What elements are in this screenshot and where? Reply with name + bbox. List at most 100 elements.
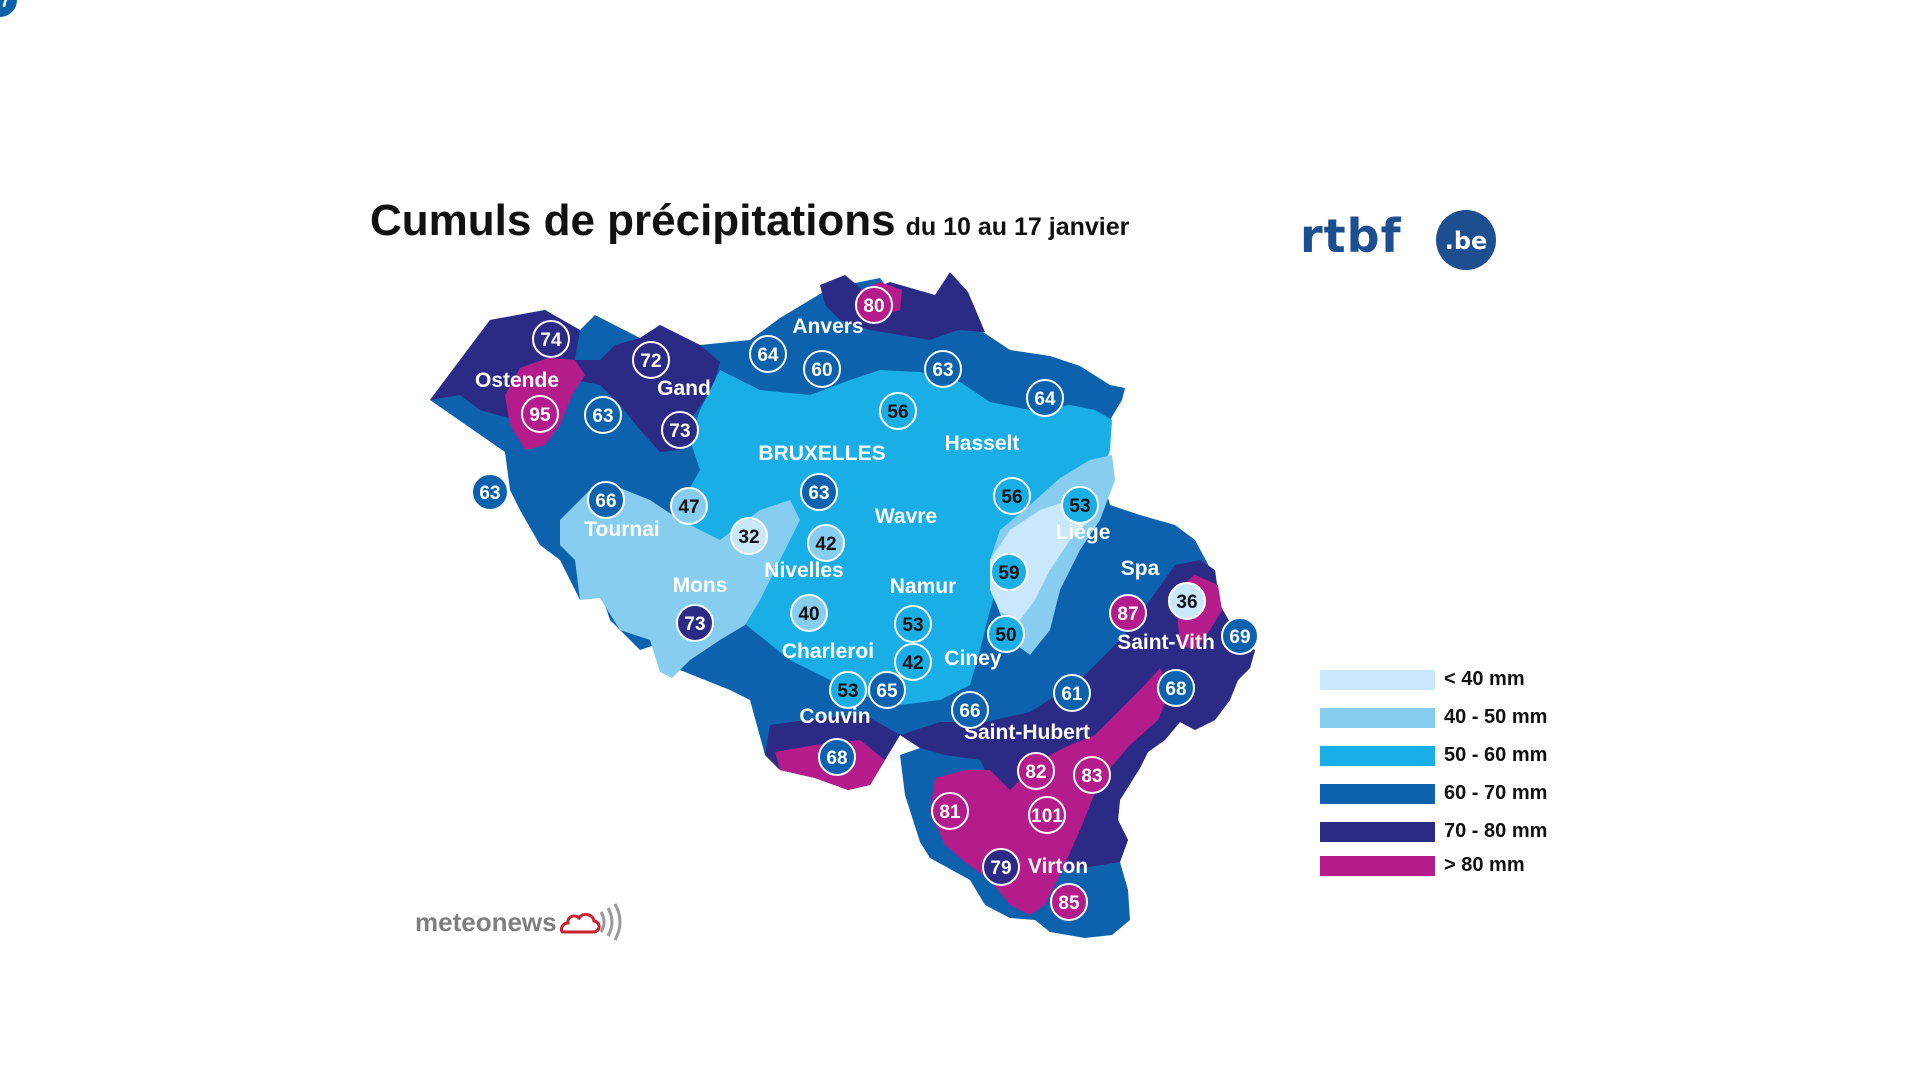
value-label: 73 — [684, 614, 705, 635]
value-marker: 64 — [749, 335, 787, 373]
value-circle — [1053, 674, 1091, 712]
legend-item: < 40 mm — [1320, 668, 1620, 694]
value-circle — [1050, 883, 1088, 921]
value-label: 85 — [1058, 893, 1080, 914]
city-label: Couvin — [799, 705, 870, 728]
value-label: 53 — [837, 681, 858, 702]
city-label: Anvers — [792, 315, 863, 338]
value-circle — [1061, 486, 1099, 524]
value-label: 73 — [669, 421, 690, 442]
value-label: 74 — [540, 330, 562, 351]
map-title: Cumuls de précipitations — [370, 196, 896, 245]
value-circle — [807, 524, 845, 562]
legend-swatch — [1320, 708, 1435, 728]
value-circle — [1017, 752, 1055, 790]
value-marker: 40 — [790, 594, 828, 632]
value-markers: 80 74 72 64 60 63 64 95 63 73 63 56 66 47 63 56 53 32 42 59… — [0, 0, 1259, 921]
value-circle — [993, 477, 1031, 515]
value-circle — [632, 341, 670, 379]
value-circle — [800, 473, 838, 511]
value-marker: 42 — [894, 643, 932, 681]
value-label: 42 — [815, 534, 836, 555]
city-label: Saint-Vith — [1117, 631, 1215, 654]
value-label: 63 — [932, 360, 953, 381]
city-label: Spa — [1121, 557, 1160, 580]
value-circle — [990, 553, 1028, 591]
value-circle — [931, 792, 969, 830]
value-marker: 68 — [1157, 669, 1195, 707]
city-label: BRUXELLES — [758, 442, 885, 465]
value-marker: 42 — [807, 524, 845, 562]
value-marker: 53 — [1061, 486, 1099, 524]
legend-label: > 80 mm — [1444, 854, 1525, 876]
value-circle — [868, 671, 906, 709]
city-label: Nivelles — [764, 559, 843, 582]
rtbf-badge — [1436, 210, 1496, 270]
map-subtitle: du 10 au 17 janvier — [905, 213, 1130, 241]
value-circle — [1026, 379, 1064, 417]
value-label: 50 — [995, 625, 1016, 646]
value-label: 82 — [1025, 762, 1046, 783]
value-label: 32 — [738, 527, 759, 548]
value-marker: 85 — [1050, 883, 1088, 921]
value-marker: 36 — [1168, 582, 1206, 620]
band-70-80-north — [820, 272, 985, 340]
legend-label: 60 - 70 mm — [1444, 782, 1548, 804]
legend-item: 60 - 70 mm — [1320, 782, 1620, 808]
value-marker: 63 — [471, 473, 509, 511]
rtbf-badge-text: .be — [1445, 227, 1488, 255]
value-circle — [1221, 617, 1259, 655]
city-labels: Anvers Ostende Gand BRUXELLES Hasselt Tournai… — [475, 315, 1215, 878]
value-circle — [924, 350, 962, 388]
value-circle — [1073, 756, 1111, 794]
value-circle — [982, 848, 1020, 886]
value-label: 101 — [1031, 806, 1063, 827]
rtbf-logo-text: rtbf — [1300, 209, 1402, 263]
value-circle — [1028, 796, 1066, 834]
city-label: Hasselt — [945, 432, 1020, 455]
value-marker: 101 — [1028, 796, 1066, 834]
value-marker: 56 — [993, 477, 1031, 515]
meteonews-text: meteonews — [415, 907, 557, 937]
legend-label: < 40 mm — [1444, 668, 1525, 690]
value-circle — [803, 350, 841, 388]
value-marker: 74 — [532, 320, 570, 358]
value-marker: 69 — [1221, 617, 1259, 655]
value-label: 63 — [808, 483, 829, 504]
city-label: Ostende — [475, 369, 559, 392]
legend-swatch — [1320, 670, 1435, 690]
value-marker: 73 — [661, 411, 699, 449]
city-label: Namur — [890, 575, 957, 598]
legend-label: 40 - 50 mm — [1444, 706, 1548, 728]
value-marker: 63 — [584, 396, 622, 434]
value-circle — [1109, 594, 1147, 632]
value-label: 83 — [1081, 766, 1102, 787]
value-circle — [0, 0, 19, 19]
value-label: 36 — [1176, 592, 1197, 613]
band-70-80-south — [900, 560, 1255, 870]
legend-swatch — [1320, 746, 1435, 766]
value-marker: 66 — [587, 481, 625, 519]
legend-label: 70 - 80 mm — [1444, 820, 1548, 842]
value-circle — [471, 473, 509, 511]
value-label: 42 — [902, 653, 923, 674]
value-circle — [584, 396, 622, 434]
value-marker: 73 — [676, 604, 714, 642]
value-circle — [587, 481, 625, 519]
value-marker: 83 — [1073, 756, 1111, 794]
value-marker: 63 — [924, 350, 962, 388]
value-marker: 80 — [855, 286, 893, 324]
value-marker: 63 — [800, 473, 838, 511]
value-circle — [894, 643, 932, 681]
value-label: 61 — [1061, 684, 1083, 705]
value-marker: 66 — [951, 691, 989, 729]
value-label: 53 — [1069, 496, 1090, 517]
value-label: 66 — [595, 491, 616, 512]
value-label: 66 — [959, 701, 980, 722]
band-50-60 — [680, 370, 1112, 705]
value-circle — [987, 615, 1025, 653]
value-circle — [951, 691, 989, 729]
value-marker: 60 — [803, 350, 841, 388]
city-label: Mons — [673, 574, 728, 597]
value-label: 47 — [678, 497, 699, 518]
